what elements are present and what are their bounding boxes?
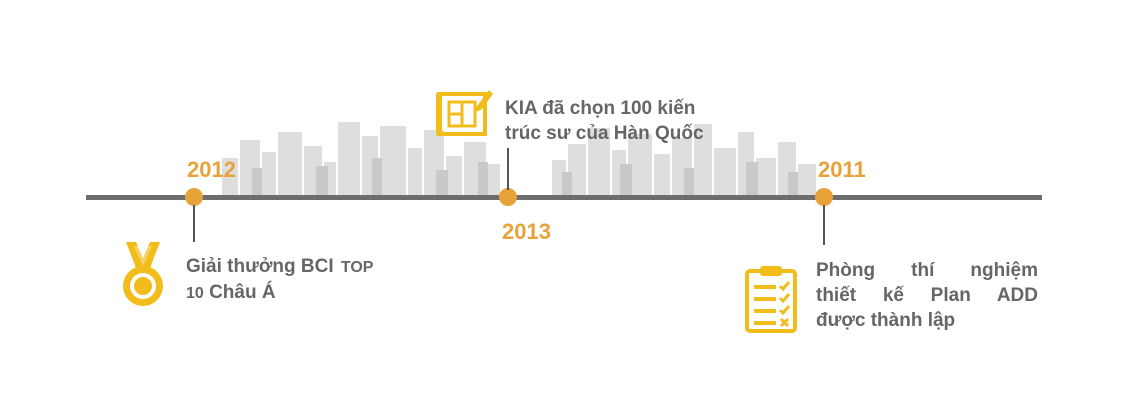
connector-line-2011 [823, 205, 825, 245]
event-description-2013: KIA đã chọn 100 kiến trúc sư của Hàn Quố… [505, 96, 704, 146]
city-skyline-graphic [222, 122, 816, 198]
timeline-marker-2011 [815, 188, 833, 206]
description-line-1-tail: TOP [340, 259, 374, 276]
description-line-1: Phòng thí nghiệm [816, 260, 1038, 281]
description-line-3: được thành lập [816, 310, 956, 331]
year-label-2013: 2013 [502, 219, 551, 244]
description-line-1: KIA đã chọn 100 kiến [505, 98, 696, 119]
description-line-2-head: 10 [186, 285, 204, 302]
blueprint-icon [436, 90, 493, 136]
connector-line-2013 [507, 148, 509, 190]
description-line-2: thiết kế Plan ADD [816, 285, 1038, 306]
timeline-axis [86, 195, 1042, 200]
event-description-2012: Giải thưởng BCI TOP 10 Châu Á [186, 254, 410, 306]
connector-line-2012 [193, 205, 195, 242]
description-line-2: Châu Á [203, 282, 276, 303]
description-line-1: Giải thưởng BCI [186, 256, 339, 277]
event-description-2011: Phòng thí nghiệm thiết kế Plan ADD được … [816, 258, 1038, 333]
year-label-2012: 2012 [187, 157, 236, 182]
year-label-2011: 2011 [818, 157, 866, 182]
medal-icon [123, 242, 163, 306]
timeline-marker-2012 [185, 188, 203, 206]
timeline-marker-2013 [499, 188, 517, 206]
checklist-icon [745, 266, 797, 333]
description-line-2: trúc sư của Hàn Quốc [505, 123, 704, 144]
